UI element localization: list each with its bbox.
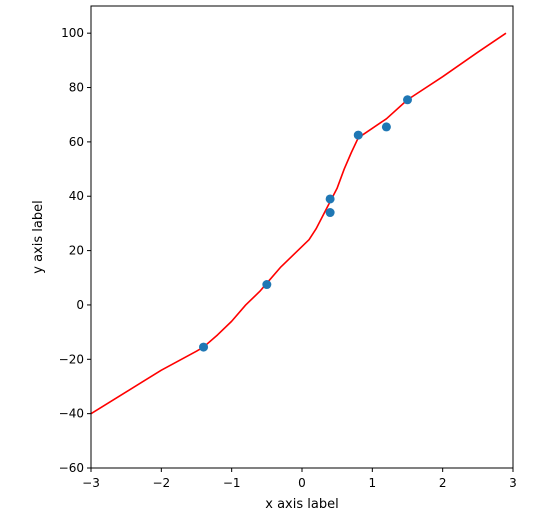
y-tick-label: −60 [59,461,84,475]
y-axis-label: y axis label [31,200,46,273]
data-point [353,130,363,140]
x-tick-label: 3 [509,476,517,490]
y-tick-label: 100 [61,26,84,40]
data-point [325,208,335,218]
x-tick-label: 1 [369,476,377,490]
data-point [381,122,391,132]
x-tick-label: 0 [298,476,306,490]
y-tick-label: 80 [69,81,84,95]
x-axis-ticks: −3 −2 −1 0 1 2 3 [82,468,517,490]
y-tick-label: 40 [69,189,84,203]
x-tick-label: 2 [439,476,447,490]
x-tick-label: −3 [82,476,100,490]
y-tick-label: 20 [69,244,84,258]
data-point [325,194,335,204]
y-tick-label: −40 [59,407,84,421]
x-axis-label: x axis label [265,497,338,512]
data-point [199,342,209,352]
x-tick-label: −2 [152,476,170,490]
y-tick-label: 60 [69,135,84,149]
x-tick-label: −1 [223,476,241,490]
plot-area [91,32,507,415]
data-point [262,280,272,290]
y-tick-label: −20 [59,352,84,366]
data-point [403,95,412,105]
y-axis-ticks: −60 −40 −20 0 20 40 60 80 100 [59,26,91,475]
y-tick-label: 0 [76,298,84,312]
